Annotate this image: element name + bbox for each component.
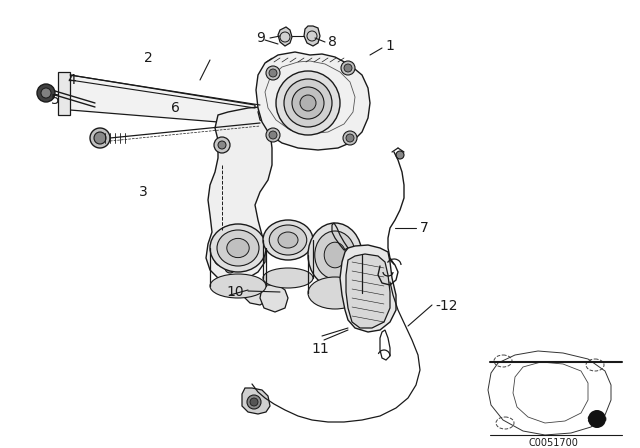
Circle shape [269,69,277,77]
Circle shape [266,128,280,142]
Circle shape [346,134,354,142]
Circle shape [343,131,357,145]
Text: 4: 4 [68,73,76,87]
Text: 2: 2 [143,51,152,65]
Polygon shape [340,245,396,332]
Ellipse shape [227,238,249,258]
Circle shape [90,128,110,148]
Polygon shape [70,75,255,125]
Circle shape [344,64,352,72]
Circle shape [266,66,280,80]
Circle shape [225,235,235,245]
Circle shape [37,84,55,102]
Ellipse shape [263,268,313,288]
Ellipse shape [210,224,266,272]
Circle shape [250,398,258,406]
Circle shape [292,87,324,119]
Circle shape [218,254,226,262]
Ellipse shape [269,225,307,255]
Circle shape [284,79,332,127]
Polygon shape [278,27,292,46]
Polygon shape [260,285,288,312]
Text: 5: 5 [51,93,60,107]
Ellipse shape [315,231,355,279]
Circle shape [225,263,235,273]
Ellipse shape [308,223,362,287]
Text: 3: 3 [139,185,147,199]
Ellipse shape [263,220,313,260]
Text: 8: 8 [328,35,337,49]
Text: 11: 11 [311,342,329,356]
Polygon shape [346,254,390,328]
Polygon shape [58,72,70,115]
Circle shape [218,141,226,149]
Ellipse shape [278,232,298,248]
Ellipse shape [324,242,346,268]
Circle shape [588,410,606,428]
Circle shape [341,61,355,75]
Text: 1: 1 [385,39,394,53]
Circle shape [214,137,230,153]
Text: -12: -12 [435,299,458,313]
Ellipse shape [217,230,259,266]
Text: 9: 9 [256,31,265,45]
Polygon shape [304,26,320,46]
Polygon shape [242,388,270,414]
Circle shape [269,131,277,139]
Text: 7: 7 [420,221,429,235]
Text: 6: 6 [171,101,179,115]
Polygon shape [256,52,370,150]
Ellipse shape [308,277,362,309]
Circle shape [41,88,51,98]
Text: C0051700: C0051700 [528,438,578,448]
Circle shape [214,250,230,266]
Circle shape [396,151,404,159]
Polygon shape [206,107,272,282]
Polygon shape [240,278,270,305]
Ellipse shape [210,274,266,298]
Circle shape [300,95,316,111]
Circle shape [276,71,340,135]
Text: 10: 10 [227,285,244,299]
Polygon shape [258,104,290,124]
Circle shape [94,132,106,144]
Circle shape [247,395,261,409]
Polygon shape [286,103,308,122]
